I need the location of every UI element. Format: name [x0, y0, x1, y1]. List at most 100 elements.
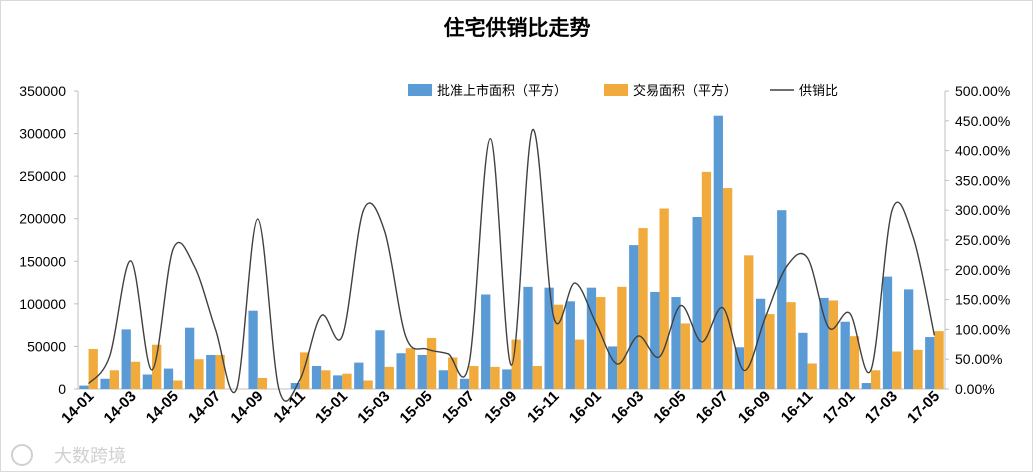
y-right-tick-label: 250.00% — [955, 232, 1010, 248]
bar-17-05-transaction — [934, 331, 944, 389]
bar-15-06-supply — [438, 370, 449, 389]
bar-17-03-supply — [882, 276, 893, 389]
bar-16-05-transaction — [680, 323, 690, 389]
bar-15-04-supply — [396, 353, 406, 389]
watermark-text: 大数跨境 — [54, 446, 126, 467]
bar-16-05-supply — [671, 297, 681, 389]
bar-15-12-transaction — [574, 339, 585, 389]
bar-16-12-transaction — [828, 300, 838, 389]
bar-16-02-supply — [607, 346, 618, 389]
y-left-tick-label: 350000 — [19, 83, 66, 99]
bar-15-11-transaction — [553, 304, 564, 389]
bar-15-01-transaction — [342, 373, 352, 389]
bar-14-03-supply — [121, 329, 131, 389]
bar-14-11-supply — [290, 383, 301, 389]
bar-15-10-supply — [523, 286, 533, 389]
bar-15-10-transaction — [532, 366, 542, 389]
bar-15-07-supply — [459, 378, 470, 389]
bar-16-04-transaction — [659, 208, 669, 389]
bar-16-03-supply — [629, 245, 639, 389]
bar-17-01-supply — [840, 321, 850, 389]
bar-14-01-transaction — [88, 348, 98, 389]
y-left-tick-label: 100000 — [19, 296, 66, 312]
y-left-tick-label: 50000 — [27, 338, 66, 354]
bar-16-01-supply — [586, 287, 597, 389]
bar-16-12-supply — [819, 297, 829, 389]
bar-17-02-transaction — [870, 370, 881, 389]
bar-16-06-transaction — [701, 171, 712, 389]
bar-16-08-supply — [734, 347, 745, 389]
bar-16-07-supply — [713, 115, 723, 389]
bar-15-04-transaction — [405, 348, 416, 389]
legend-label-bar1: 批准上市面积（平方） — [437, 83, 567, 99]
bar-17-04-supply — [903, 289, 914, 389]
y-right-tick-label: 50.00% — [955, 351, 1002, 367]
bar-17-01-transaction — [849, 336, 860, 389]
y-right-tick-label: 200.00% — [955, 262, 1010, 278]
bar-15-08-supply — [481, 294, 491, 389]
bar-14-09-transaction — [257, 377, 268, 389]
bar-15-01-supply — [333, 375, 343, 389]
y-right-tick-label: 450.00% — [955, 113, 1010, 129]
legend-label-bar2: 交易面积（平方） — [633, 83, 737, 99]
bar-16-11-transaction — [807, 363, 817, 389]
watermark-logo-icon — [11, 444, 33, 466]
bar-14-07-transaction — [215, 354, 225, 389]
bar-16-09-supply — [755, 298, 766, 389]
bar-17-03-transaction — [892, 351, 902, 389]
bar-16-08-transaction — [744, 255, 754, 389]
watermark: 大数跨境 — [11, 444, 126, 467]
y-right-tick-label: 150.00% — [955, 292, 1010, 308]
legend-swatch-bar2 — [604, 84, 628, 96]
bar-14-06-supply — [185, 327, 195, 389]
bar-14-05-transaction — [173, 380, 183, 389]
series-line-supply-sales-ratio — [88, 128, 936, 402]
y-left-tick-label: 200000 — [19, 211, 66, 227]
bar-15-03-transaction — [384, 366, 394, 389]
bar-16-03-transaction — [638, 228, 648, 389]
bar-16-07-transaction — [722, 188, 733, 389]
bar-15-02-transaction — [363, 380, 373, 389]
bar-16-06-supply — [692, 217, 702, 389]
bar-16-10-supply — [777, 210, 787, 389]
bar-17-04-transaction — [913, 349, 923, 389]
bar-15-09-supply — [502, 369, 512, 389]
legend-label-line: 供销比 — [799, 84, 838, 99]
bar-15-12-supply — [565, 301, 575, 389]
bar-14-06-transaction — [194, 359, 204, 389]
y-left-tick-label: 300000 — [19, 126, 66, 142]
bar-15-09-transaction — [511, 339, 521, 389]
y-right-tick-label: 0.00% — [955, 381, 995, 397]
y-right-tick-label: 300.00% — [955, 202, 1010, 218]
bar-14-09-supply — [248, 310, 258, 389]
bar-15-06-transaction — [448, 357, 458, 389]
bar-14-01-supply — [79, 385, 89, 389]
bar-17-05-supply — [925, 337, 935, 389]
y-right-tick-label: 100.00% — [955, 321, 1010, 337]
bar-14-02-supply — [100, 378, 110, 389]
bar-14-02-transaction — [109, 370, 120, 389]
line-layer — [88, 128, 936, 402]
y-left-tick-label: 250000 — [19, 168, 66, 184]
bar-15-02-supply — [354, 362, 364, 389]
bar-15-03-supply — [375, 330, 385, 389]
bar-14-04-supply — [142, 374, 153, 389]
y-right-tick-label: 400.00% — [955, 143, 1010, 159]
bar-15-05-transaction — [426, 337, 437, 389]
bar-17-02-supply — [861, 383, 871, 389]
chart-title: 住宅供销比走势 — [444, 16, 591, 40]
bar-15-11-supply — [544, 287, 554, 389]
bar-16-02-transaction — [617, 286, 627, 389]
bar-14-05-supply — [163, 368, 174, 389]
bar-14-11-transaction — [300, 352, 310, 389]
bar-14-07-supply — [206, 354, 216, 389]
bar-14-12-transaction — [321, 370, 331, 389]
bar-16-04-supply — [650, 291, 660, 389]
bar-16-01-transaction — [596, 297, 606, 389]
bar-14-12-supply — [311, 366, 322, 389]
y-left-tick-label: 0 — [58, 381, 66, 397]
bars — [79, 115, 944, 389]
bar-16-11-supply — [798, 332, 808, 389]
